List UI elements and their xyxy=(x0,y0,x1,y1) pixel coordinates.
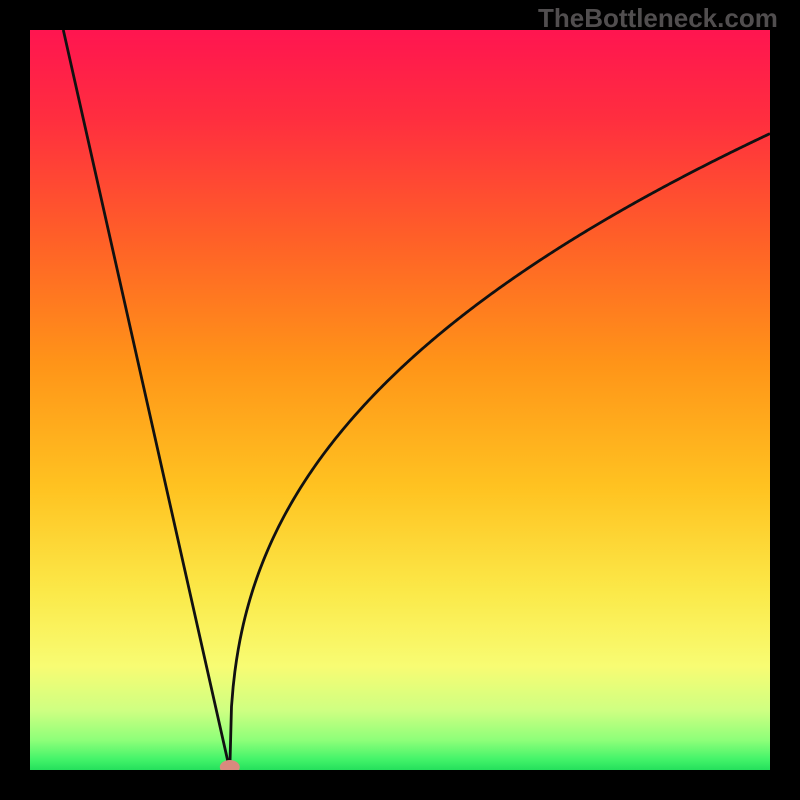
watermark-text: TheBottleneck.com xyxy=(538,3,778,34)
gradient-background xyxy=(30,30,770,770)
plot-area xyxy=(30,30,770,770)
chart-container: TheBottleneck.com xyxy=(0,0,800,800)
